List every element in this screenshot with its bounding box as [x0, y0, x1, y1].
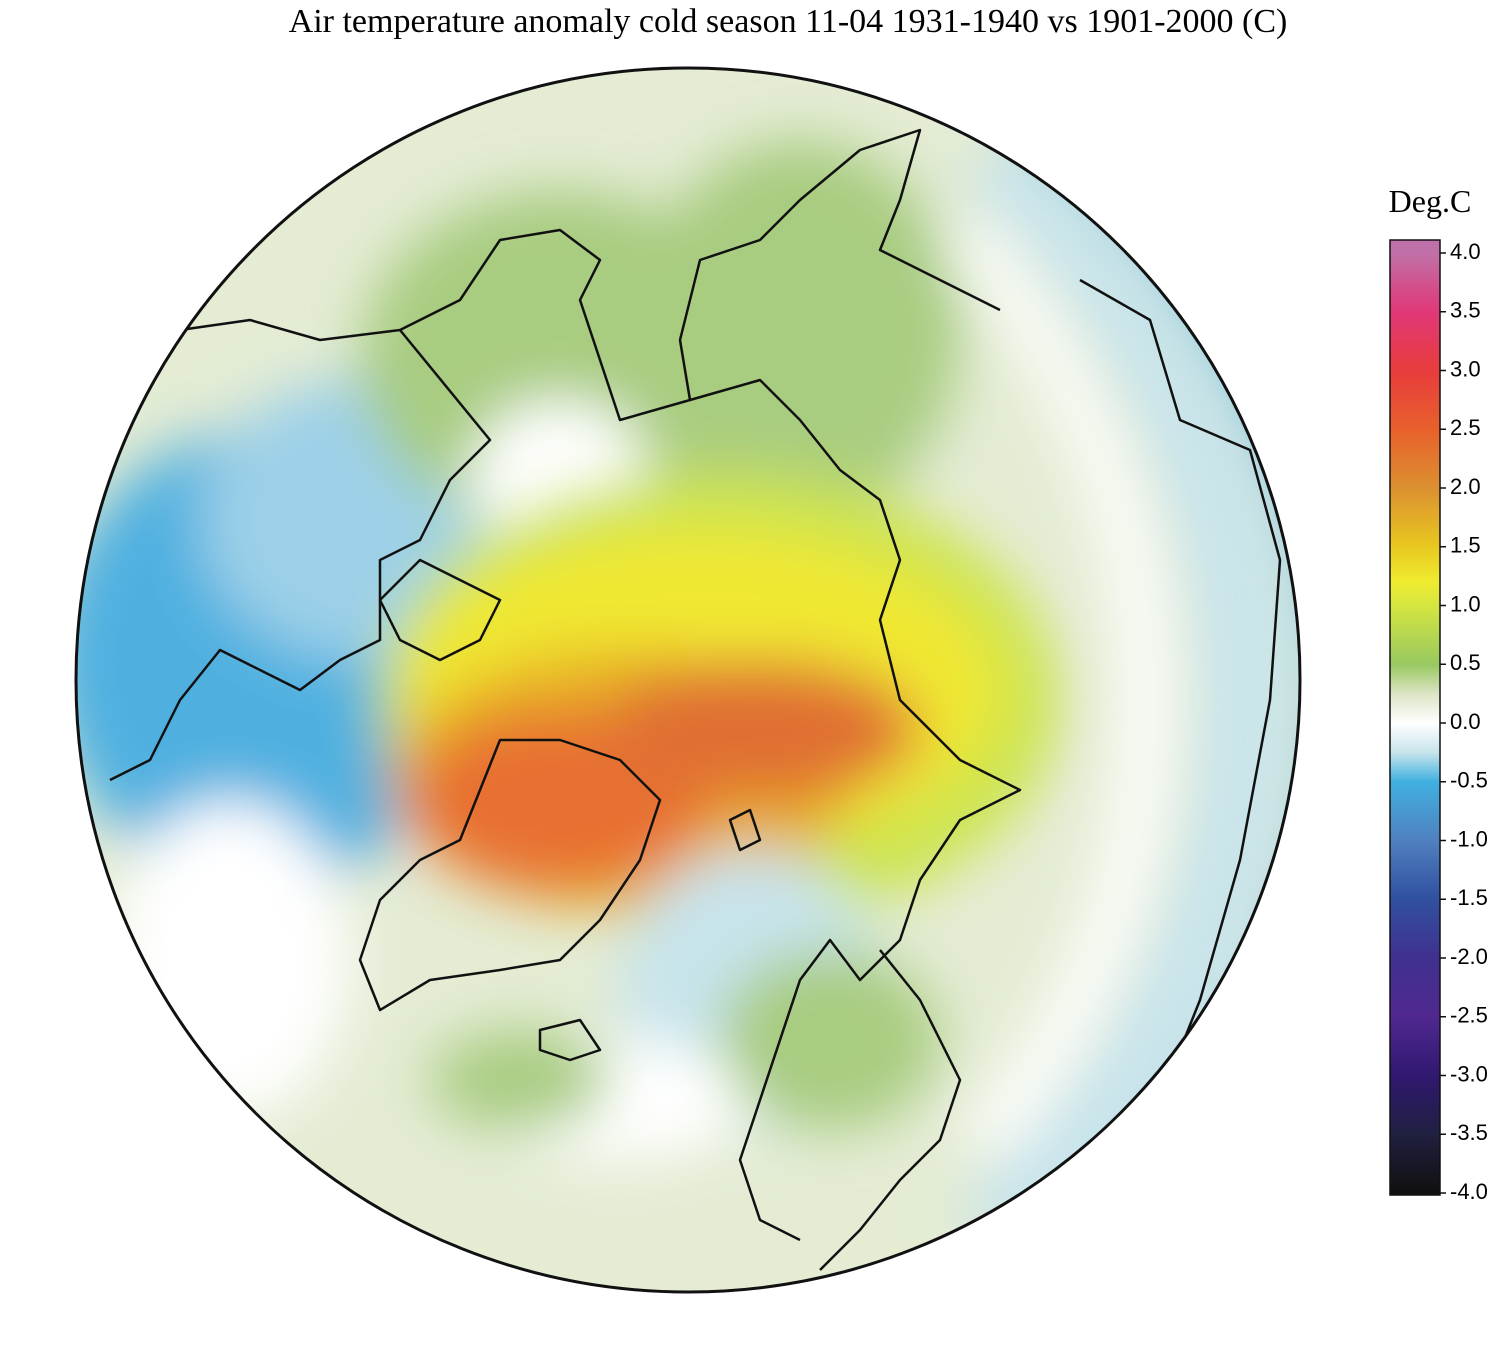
colorbar — [1389, 239, 1441, 1196]
colorbar-tick-label: 3.5 — [1450, 298, 1481, 323]
colorbar-tick-label: 2.5 — [1450, 415, 1481, 440]
colorbar-tick-label: -1.0 — [1450, 826, 1488, 851]
colorbar-tick-label: -1.5 — [1450, 885, 1488, 910]
map-border — [74, 66, 1302, 1294]
colorbar-tick-label: 4.0 — [1450, 239, 1481, 264]
colorbar-tick-label: -2.5 — [1450, 1003, 1488, 1028]
colorbar-tick-label: -0.5 — [1450, 768, 1488, 793]
colorbar-tick-label: 1.0 — [1450, 591, 1481, 616]
colorbar-tick-label: -4.0 — [1450, 1179, 1488, 1204]
colorbar-tick-label: 3.0 — [1450, 356, 1481, 381]
legend-title: Deg.C — [1389, 183, 1472, 219]
coastlines — [109, 128, 1282, 1271]
colorbar-tick-label: 2.0 — [1450, 474, 1481, 499]
colorbar-tick-label: 0.0 — [1450, 709, 1481, 734]
colorbar-tick-label: 0.5 — [1450, 650, 1481, 675]
map-title: Air temperature anomaly cold season 11-0… — [289, 3, 1288, 40]
colorbar-tick-label: -3.0 — [1450, 1061, 1488, 1086]
colorbar-tick-label: -3.5 — [1450, 1120, 1488, 1145]
colorbar-tick-label: 1.5 — [1450, 533, 1481, 558]
colorbar-tick-label: -2.0 — [1450, 944, 1488, 969]
anomaly-field — [76, 68, 1300, 1292]
